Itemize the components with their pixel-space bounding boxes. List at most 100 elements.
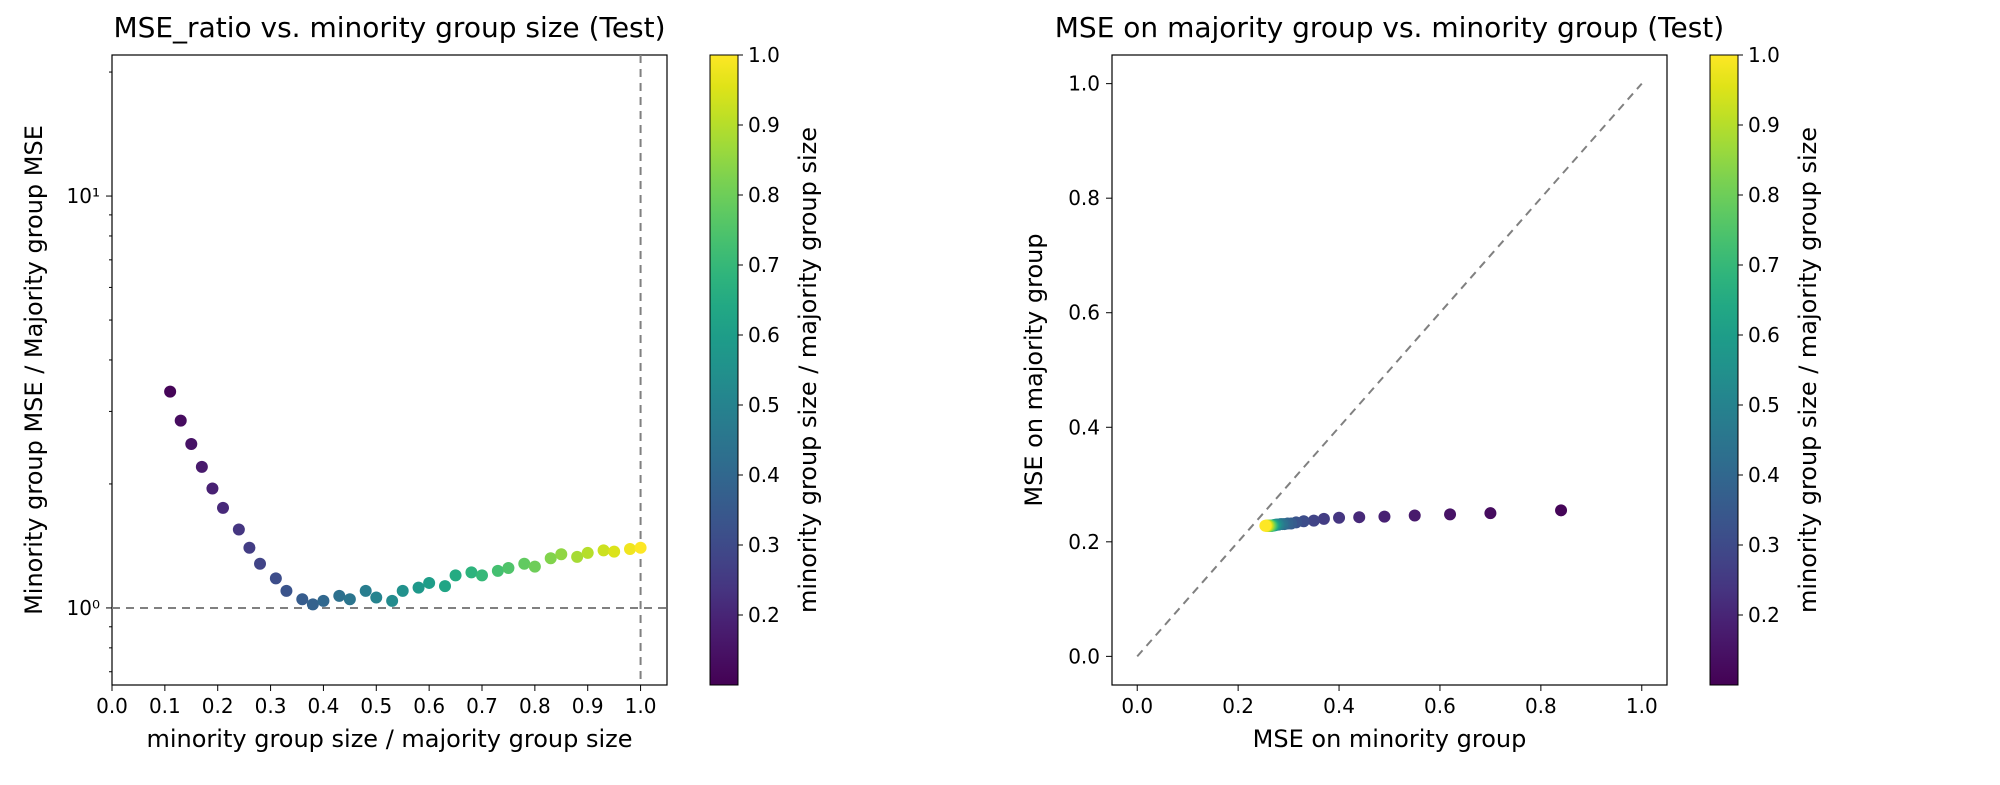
left-chart-point — [492, 565, 504, 577]
left-colorbar-tick-label: 0.4 — [748, 463, 780, 487]
right-colorbar-label: minority group size / majority group siz… — [1794, 127, 1822, 613]
left-chart-point — [545, 552, 557, 564]
right-colorbar-tick-label: 1.0 — [1748, 43, 1780, 67]
left-chart-ytick-label: 10⁰ — [67, 596, 100, 620]
left-chart-point — [624, 543, 636, 555]
right-chart-xtick-label: 1.0 — [1626, 694, 1658, 718]
right-chart-point — [1484, 507, 1496, 519]
right-colorbar — [1710, 55, 1738, 685]
right-chart-ytick-label: 0.2 — [1068, 530, 1100, 554]
right-chart-point — [1378, 511, 1390, 523]
left-chart-point — [386, 595, 398, 607]
left-colorbar-tick-label: 0.7 — [748, 253, 780, 277]
left-chart-point — [502, 562, 514, 574]
left-chart-point — [270, 572, 282, 584]
left-chart-point — [397, 585, 409, 597]
left-chart-point — [344, 593, 356, 605]
right-colorbar-tick-label: 0.3 — [1748, 533, 1780, 557]
left-chart-point — [164, 386, 176, 398]
left-chart-point — [571, 551, 583, 563]
right-colorbar-tick-label: 0.4 — [1748, 463, 1780, 487]
right-colorbar-tick-label: 0.6 — [1748, 323, 1780, 347]
right-colorbar-tick-label: 0.2 — [1748, 603, 1780, 627]
right-colorbar-tick-label: 0.9 — [1748, 113, 1780, 137]
left-chart-point — [233, 524, 245, 536]
left-chart-xtick-label: 0.2 — [202, 694, 234, 718]
left-chart-point — [598, 544, 610, 556]
left-chart-title: MSE_ratio vs. minority group size (Test) — [113, 11, 665, 44]
left-chart-point — [608, 546, 620, 558]
left-chart-point — [333, 590, 345, 602]
left-chart-xtick-label: 0.1 — [149, 694, 181, 718]
right-chart-point — [1555, 504, 1567, 516]
left-colorbar-tick-label: 0.6 — [748, 323, 780, 347]
left-chart-ytick-label: 10¹ — [67, 184, 100, 208]
left-colorbar-tick-label: 0.3 — [748, 533, 780, 557]
left-chart-point — [185, 438, 197, 450]
right-chart-ytick-label: 0.6 — [1068, 301, 1100, 325]
left-chart-point — [476, 569, 488, 581]
right-chart-ytick-label: 0.4 — [1068, 415, 1100, 439]
right-colorbar-tick-label: 0.8 — [1748, 183, 1780, 207]
right-chart-title: MSE on majority group vs. minority group… — [1055, 11, 1724, 44]
left-chart-point — [307, 598, 319, 610]
left-chart-point — [465, 566, 477, 578]
left-colorbar-label: minority group size / majority group siz… — [794, 127, 822, 613]
left-chart-xtick-label: 0.6 — [413, 694, 445, 718]
left-chart-point — [280, 585, 292, 597]
right-chart-point — [1409, 509, 1421, 521]
left-chart-xlabel: minority group size / majority group siz… — [146, 725, 632, 753]
left-chart-point — [529, 561, 541, 573]
left-chart-point — [518, 558, 530, 570]
right-chart-xtick-label: 0.4 — [1323, 694, 1355, 718]
right-colorbar-tick-label: 0.5 — [1748, 393, 1780, 417]
figure: 0.0 0.1 0.2 0.3 0.4 0.5 0.6 0.7 0.8 0.9 1.0 10⁰ 10¹ m… — [0, 0, 2000, 785]
right-colorbar-tick-label: 0.7 — [1748, 253, 1780, 277]
left-colorbar-tick-label: 0.9 — [748, 113, 780, 137]
left-chart-xtick-label: 1.0 — [625, 694, 657, 718]
right-chart-xtick-label: 0.6 — [1424, 694, 1456, 718]
right-chart-point — [1353, 511, 1365, 523]
left-chart-point — [555, 548, 567, 560]
left-chart-point — [196, 461, 208, 473]
left-colorbar-tick-label: 0.2 — [748, 603, 780, 627]
left-chart-xtick-label: 0.3 — [255, 694, 287, 718]
left-chart-point — [217, 502, 229, 514]
right-chart-point — [1333, 512, 1345, 524]
left-chart-point — [360, 585, 372, 597]
left-chart-point — [423, 577, 435, 589]
right-chart-xtick-label: 0.0 — [1121, 694, 1153, 718]
left-chart-xtick-label: 0.0 — [96, 694, 128, 718]
left-chart-xtick-label: 0.7 — [466, 694, 498, 718]
left-chart-xtick-label: 0.4 — [308, 694, 340, 718]
left-chart-point — [413, 582, 425, 594]
left-chart-point — [370, 592, 382, 604]
left-chart-point — [582, 547, 594, 559]
left-chart-xtick-label: 0.8 — [519, 694, 551, 718]
right-chart-xtick-label: 0.8 — [1525, 694, 1557, 718]
right-chart-point — [1259, 520, 1271, 532]
left-chart-point — [296, 593, 308, 605]
left-chart-ylabel: Minority group MSE / Majority group MSE — [20, 125, 48, 615]
left-chart-point — [450, 569, 462, 581]
left-chart-xtick-label: 0.9 — [572, 694, 604, 718]
left-chart-plot-area — [112, 55, 667, 685]
left-chart-point — [439, 580, 451, 592]
left-chart-point — [635, 542, 647, 554]
right-chart-xtick-label: 0.2 — [1222, 694, 1254, 718]
left-chart-point — [254, 558, 266, 570]
right-chart-xlabel: MSE on minority group — [1253, 725, 1527, 753]
left-colorbar-tick-label: 0.5 — [748, 393, 780, 417]
right-chart-point — [1318, 513, 1330, 525]
left-colorbar — [710, 55, 738, 685]
left-chart-point — [175, 415, 187, 427]
left-colorbar-tick-label: 0.8 — [748, 183, 780, 207]
right-chart-point — [1444, 508, 1456, 520]
right-chart-ytick-label: 1.0 — [1068, 72, 1100, 96]
left-chart-point — [206, 482, 218, 494]
left-chart-point — [243, 542, 255, 554]
left-colorbar-tick-label: 1.0 — [748, 43, 780, 67]
right-chart-ytick-label: 0.0 — [1068, 644, 1100, 668]
right-chart-ylabel: MSE on majority group — [1020, 233, 1048, 506]
right-chart-ytick-label: 0.8 — [1068, 186, 1100, 210]
